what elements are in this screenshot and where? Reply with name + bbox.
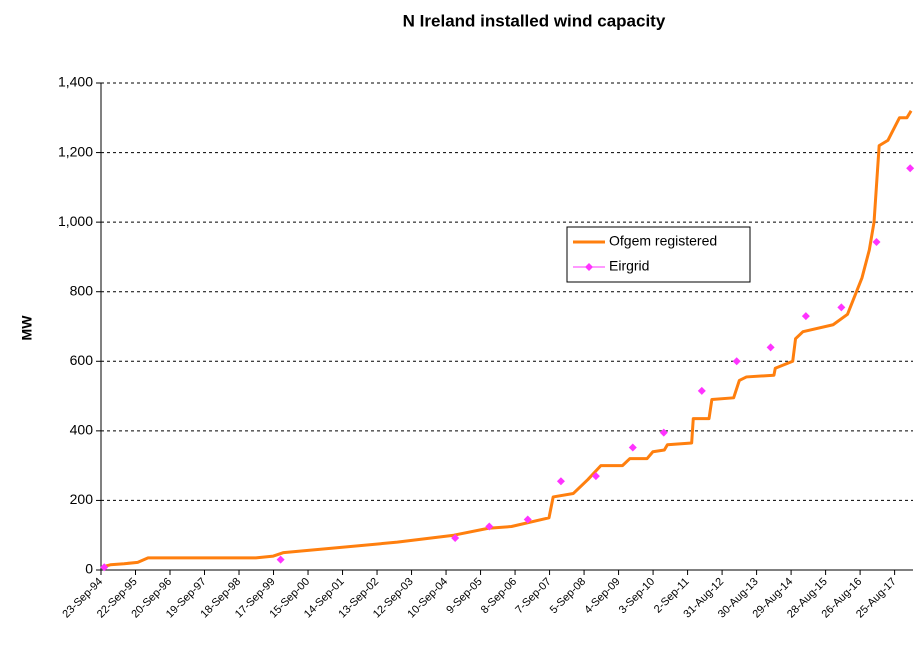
legend-label: Eirgrid [609,258,649,274]
y-tick-label: 800 [70,282,94,298]
x-tick-label: 7-Sep-07 [513,576,553,616]
x-tick-label: 5-Sep-08 [548,576,588,616]
y-tick-label: 1,000 [58,213,93,229]
point [872,237,881,246]
y-tick-label: 600 [70,352,94,368]
legend-marker [585,263,593,271]
legend-box [566,226,751,283]
point [451,533,460,542]
x-tick-label: 9-Sep-05 [444,576,484,616]
point [591,472,600,481]
point [556,477,565,486]
point [697,386,706,395]
point [837,303,846,312]
y-tick-label: 200 [70,491,94,507]
point [801,312,810,321]
point [523,515,532,524]
point [100,563,109,572]
x-tick-label: 8-Sep-06 [479,576,519,616]
point [628,443,637,452]
point [906,164,915,173]
y-tick-label: 1,400 [58,74,93,90]
y-tick-label: 0 [85,561,93,577]
chart-title: N Ireland installed wind capacity [403,11,666,30]
x-tick-label: 3-Sep-10 [617,576,657,616]
point [276,555,285,564]
point [732,357,741,366]
y-axis-label: MW [19,315,35,341]
legend-label: Ofgem registered [609,233,717,249]
y-tick-label: 400 [70,422,94,438]
point [659,428,668,437]
series-line [103,110,913,568]
point [766,343,775,352]
point [485,522,494,531]
x-tick-label: 4-Sep-09 [582,576,622,616]
y-tick-label: 1,200 [58,143,93,159]
